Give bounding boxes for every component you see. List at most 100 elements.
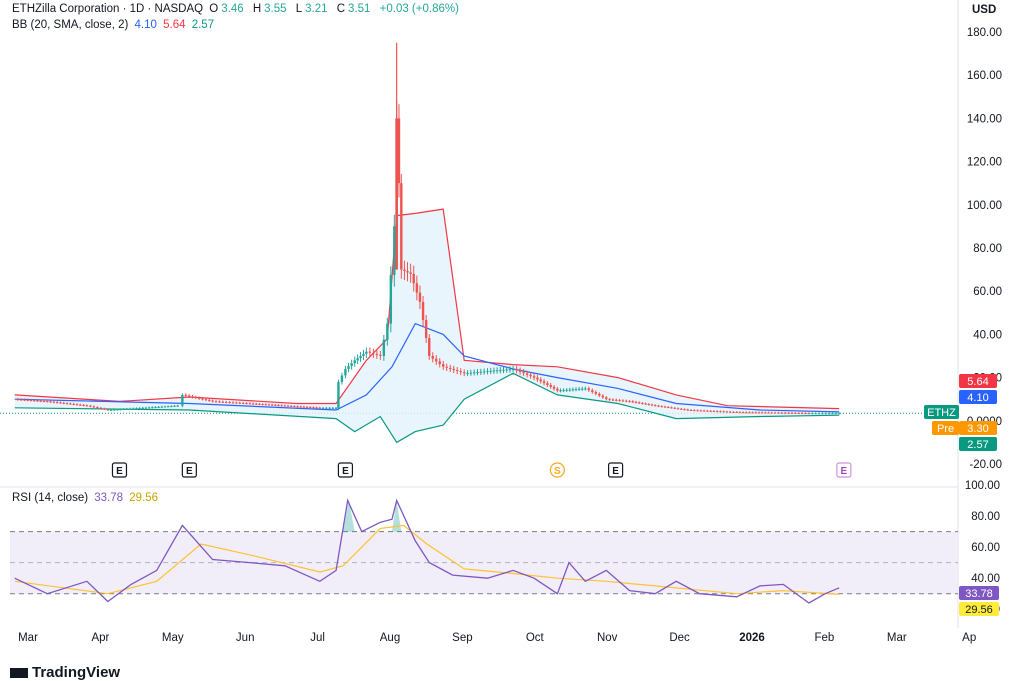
price-tick-label: 140.00 (967, 113, 1002, 125)
candle-body (393, 226, 396, 275)
candle-body (709, 410, 712, 412)
candle-body (160, 406, 164, 408)
candle-body (757, 412, 761, 414)
candle-body (251, 403, 255, 405)
candle-body (85, 405, 89, 407)
candle-body (211, 400, 214, 402)
x-tick-label: Oct (526, 632, 545, 644)
candle-body (463, 372, 466, 374)
candle-body (221, 401, 225, 403)
candle-body (722, 411, 725, 413)
candle-body (132, 408, 135, 410)
rsi-legend[interactable]: RSI (14, close) 33.78 29.56 (12, 492, 161, 504)
price-tick-label: 120.00 (967, 157, 1002, 169)
earnings-event-icon[interactable] (181, 462, 197, 478)
candle-body (811, 413, 814, 415)
candle-body (365, 351, 368, 354)
candle-body (293, 406, 296, 408)
candle-body (618, 400, 621, 402)
candle-body (499, 370, 502, 372)
logo-text: TradingView (32, 664, 121, 681)
candle-body (680, 408, 683, 410)
x-tick-label: Sep (452, 632, 472, 644)
candle-body (601, 395, 604, 398)
candle-body (754, 412, 757, 414)
candle-body (379, 354, 382, 356)
candle-body (274, 404, 277, 406)
candle-body (421, 302, 425, 320)
bb-legend[interactable]: BB (20, SMA, close, 2) 4.10 5.64 2.57 (12, 19, 217, 31)
candle-body (406, 271, 409, 273)
candle-body (505, 369, 508, 371)
candle-body (804, 413, 807, 415)
symbol-title[interactable]: ETHZilla Corporation · 1D · NASDAQ (12, 3, 204, 15)
rsi-badge (959, 602, 999, 616)
candle-body (187, 395, 191, 397)
candle-body (344, 368, 347, 376)
candle-body (584, 388, 587, 390)
candle-body (409, 272, 412, 274)
candle-body (368, 351, 372, 353)
candle-body (732, 411, 735, 413)
earnings-event-icon[interactable] (111, 462, 128, 478)
candle-body (245, 403, 248, 405)
candle-body (546, 383, 549, 386)
earnings-event-icon[interactable] (608, 462, 624, 478)
x-tick-label: Mar (887, 632, 907, 644)
candle-body (337, 381, 340, 408)
candle-body (353, 360, 356, 364)
earnings-event-icon[interactable] (836, 462, 852, 478)
candle-body (689, 410, 693, 411)
candle-body (650, 404, 654, 406)
candle-body (657, 405, 660, 407)
x-tick-label: Aug (380, 632, 400, 644)
candle-body (356, 358, 359, 361)
candle-body (166, 406, 170, 408)
candle-body (277, 405, 280, 407)
rsi-overbought-fill (343, 500, 355, 532)
currency-label[interactable]: USD (972, 4, 997, 16)
price-tick-label: 100.00 (967, 200, 1002, 212)
split-event-icon[interactable] (549, 462, 566, 478)
candle-body (565, 389, 568, 391)
candle-body (325, 407, 328, 409)
x-tick-label: May (162, 632, 184, 644)
rsi-label: RSI (14, close) (12, 492, 89, 504)
candle-body (204, 399, 208, 401)
event-marker-label: E (342, 466, 349, 477)
rsi-line (14, 498, 840, 604)
candle-body (807, 413, 811, 415)
candle-body (382, 339, 386, 356)
x-tick-label: Dec (669, 632, 690, 644)
rsi-ma-value: 29.56 (129, 492, 159, 504)
x-tick-label: Jul (310, 632, 325, 644)
candle-body (36, 400, 39, 402)
candle-body (157, 406, 160, 408)
x-tick-label: Jun (236, 632, 255, 644)
candle-body (745, 412, 748, 414)
candle-body (29, 400, 33, 402)
candle-body (797, 413, 800, 415)
candle-body (787, 412, 790, 414)
candle-body (248, 403, 252, 405)
candle-body (442, 364, 445, 367)
candle-body (598, 393, 601, 396)
price-badge (959, 437, 997, 451)
rsi-value: 33.78 (94, 492, 124, 504)
candle-body (644, 403, 647, 405)
candle-body (634, 401, 638, 403)
candle-body (218, 401, 221, 403)
earnings-event-icon[interactable] (337, 462, 354, 478)
bb-label: BB (20, SMA, close, 2) (12, 19, 129, 31)
candle-body (476, 372, 479, 374)
candle-body (712, 411, 716, 413)
candle-body (176, 405, 179, 407)
candle-body (194, 397, 198, 399)
event-marker-label: E (116, 466, 123, 477)
candle-body (312, 407, 315, 409)
x-tick-label: 2026 (739, 632, 765, 644)
x-tick-label: Mar (18, 632, 38, 644)
candle-body (628, 401, 631, 403)
candle-body (838, 413, 841, 415)
